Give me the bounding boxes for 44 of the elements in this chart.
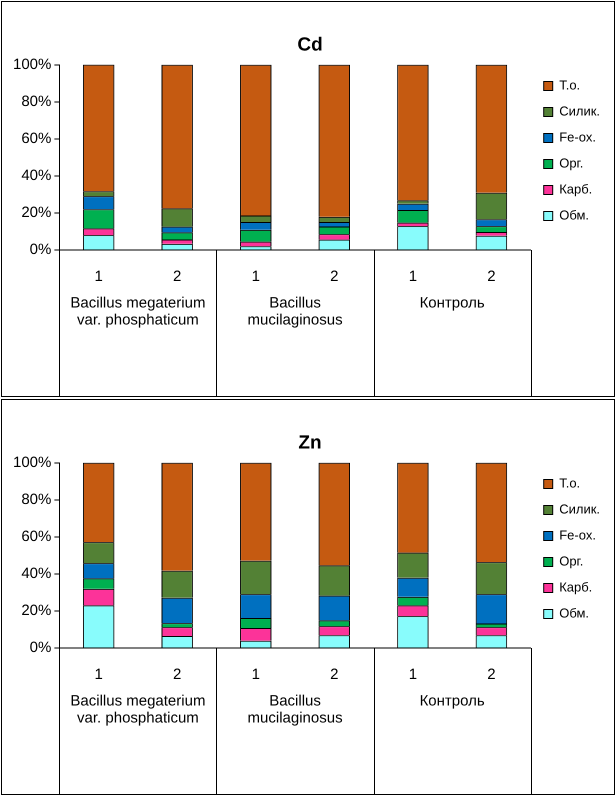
x-tick-label: 1 <box>252 666 260 684</box>
x-tick-label: 2 <box>330 268 338 286</box>
legend-label: Обм. <box>559 208 590 223</box>
x-tick-label: 1 <box>94 666 103 684</box>
legend-label: Орг. <box>559 554 584 569</box>
y-tick-label: 80% <box>21 92 52 110</box>
legend-label: Карб. <box>559 182 592 197</box>
y-tick-label: 20% <box>21 602 52 620</box>
x-tick-label: 2 <box>330 666 338 684</box>
text: Bacillus megaterium var. phosphaticum <box>70 294 206 329</box>
y-tick-label: 0% <box>30 241 52 258</box>
text: Bacillus megaterium var. phosphaticum <box>70 692 206 727</box>
y-tick-label: 100% <box>12 56 52 73</box>
x-tick-label: 1 <box>408 268 418 286</box>
legend-label: Т.о. <box>559 78 580 93</box>
legend-label: Силик. <box>559 502 600 517</box>
y-tick-label: 100% <box>12 454 52 471</box>
legend-label: Fe-ox. <box>559 528 596 543</box>
y-tick-label: 40% <box>21 167 52 184</box>
text: Bacillus mucilaginosus <box>248 294 343 329</box>
legend-label: Карб. <box>559 580 592 595</box>
x-tick-label: 2 <box>173 268 182 286</box>
x-tick-label: 1 <box>252 268 260 286</box>
legend-label: Fe-ox. <box>559 130 596 145</box>
y-tick-label: 0% <box>30 639 52 656</box>
x-tick-label: 1 <box>94 268 103 286</box>
x-tick-label: 2 <box>173 666 182 684</box>
text: Bacillus mucilaginosus <box>248 692 343 727</box>
x-tick-label: 2 <box>487 268 496 286</box>
chart-title: Cd <box>297 34 323 56</box>
legend-label: Силик. <box>559 104 600 119</box>
y-tick-label: 60% <box>21 130 52 148</box>
x-tick-label: 1 <box>408 666 418 684</box>
y-tick-label: 20% <box>21 204 52 222</box>
y-tick-label: 40% <box>21 565 52 582</box>
chart-title: Zn <box>298 432 322 454</box>
y-tick-label: 80% <box>21 490 52 508</box>
y-tick-label: 60% <box>21 528 52 546</box>
text: Контроль <box>420 294 485 312</box>
text: Контроль <box>420 692 485 710</box>
legend-label: Обм. <box>559 606 590 621</box>
x-tick-label: 2 <box>487 666 496 684</box>
legend-label: Т.о. <box>559 476 580 491</box>
legend-label: Орг. <box>559 156 584 171</box>
